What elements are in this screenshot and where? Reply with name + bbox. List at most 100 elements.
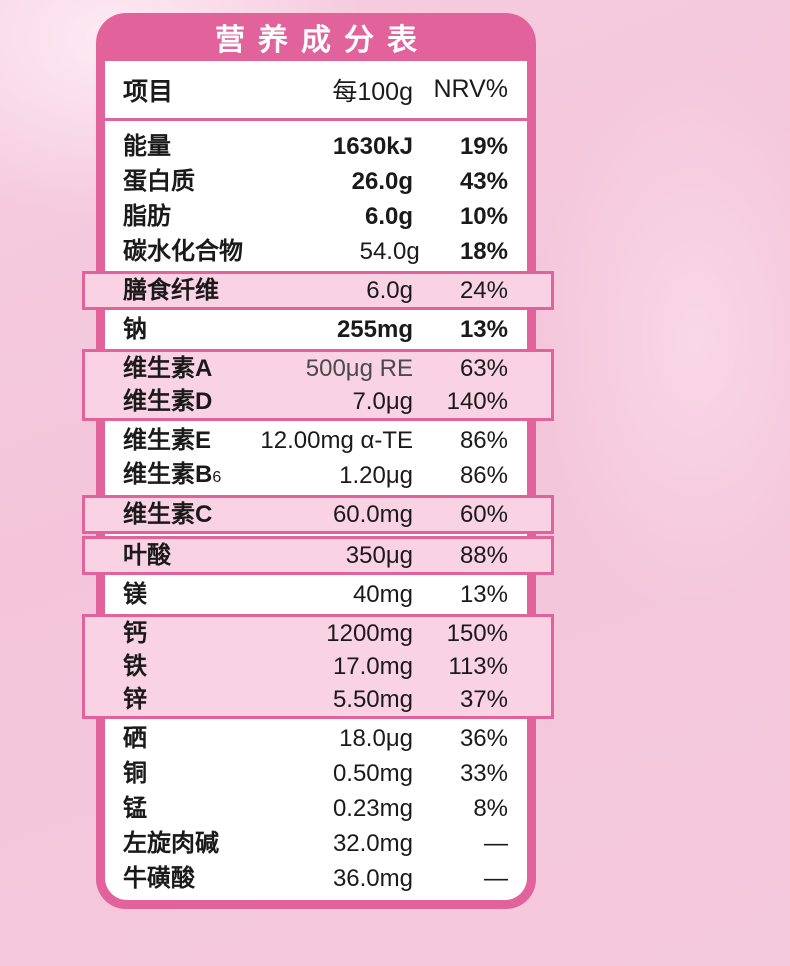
nutrient-name: 能量 (123, 133, 171, 160)
nutrient-name: 牛磺酸 (123, 865, 195, 892)
column-header-item: 项目 (123, 77, 174, 106)
nutrient-name: 维生素D (123, 388, 213, 415)
nutrient-nrv: 10% (459, 203, 508, 230)
table-row: 牛磺酸 36.0mg — (105, 861, 527, 896)
nutrient-amount: 1.20μg (339, 462, 413, 489)
nutrient-amount: 26.0g (351, 168, 413, 195)
table-row: 镁 40mg 13% (105, 577, 527, 612)
table-rows: 能量 1630kJ 19% 蛋白质 26.0g 43% 脂肪 6.0g 10% 碳水化合物 54.0… (82, 121, 554, 896)
nutrient-name: 铜 (123, 760, 147, 787)
nutrient-amount: 350μg (345, 542, 413, 569)
nutrient-amount: 7.0μg (352, 388, 413, 415)
table-row: 钙 1200mg 150% (85, 617, 551, 650)
nutrient-amount: 255mg (336, 316, 413, 343)
nutrient-nrv: 13% (459, 581, 508, 608)
nutrient-nrv: 24% (459, 277, 508, 304)
highlight-box: 钙 1200mg 150% 铁 17.0mg 113% 锌 5.50mg 37% (82, 614, 554, 719)
nutrient-amount: 12.00mg α-TE (260, 427, 413, 454)
nutrient-amount: 54.0g (359, 238, 420, 265)
nutrient-amount: 1200mg (326, 620, 413, 647)
header-separator-line (105, 118, 527, 121)
nutrient-nrv: 13% (459, 316, 508, 343)
nutrient-name: 锌 (123, 686, 147, 713)
nutrient-name-subscript: 6 (212, 468, 222, 486)
table-row: 维生素D 7.0μg 140% (85, 385, 551, 418)
nutrient-nrv: 8% (473, 795, 508, 822)
table-row: 膳食纤维 6.0g 24% (85, 274, 551, 307)
nutrient-nrv: 86% (459, 427, 508, 454)
nutrient-name: 脂肪 (123, 203, 171, 230)
nutrient-nrv: 140% (446, 388, 508, 415)
table-row: 脂肪 6.0g 10% (105, 199, 527, 234)
table-row: 叶酸 350μg 88% (85, 539, 551, 572)
nutrient-amount: 500μg RE (305, 355, 413, 382)
nutrient-amount: 36.0mg (332, 865, 413, 892)
nutrient-amount: 0.50mg (332, 760, 413, 787)
highlight-box: 维生素C 60.0mg 60% (82, 495, 554, 534)
table-row: 钠 255mg 13% (105, 312, 527, 347)
nutrient-amount: 5.50mg (332, 686, 413, 713)
nutrient-nrv: 150% (446, 620, 508, 647)
nutrient-name: 铁 (123, 653, 147, 680)
nutrient-nrv: 113% (448, 653, 508, 680)
nutrient-nrv: 33% (459, 760, 508, 787)
table-row: 碳水化合物 54.0g 18% (105, 234, 527, 269)
nutrient-nrv: — (484, 830, 508, 857)
nutrient-name: 膳食纤维 (123, 277, 219, 304)
nutrient-amount: 0.23mg (332, 795, 413, 822)
nutrient-amount: 32.0mg (332, 830, 413, 857)
nutrient-nrv: 60% (459, 501, 508, 528)
table-row: 维生素B6 1.20μg 86% (105, 458, 527, 493)
nutrient-nrv: 36% (459, 725, 508, 752)
nutrient-name: 维生素C (123, 501, 213, 528)
table-row: 硒 18.0μg 36% (105, 721, 527, 756)
nutrient-name: 叶酸 (123, 542, 171, 569)
table-row: 锰 0.23mg 8% (105, 791, 527, 826)
highlight-box: 叶酸 350μg 88% (82, 536, 554, 575)
column-header-nrv: NRV% (433, 75, 508, 103)
nutrient-nrv: 37% (459, 686, 508, 713)
highlight-box: 膳食纤维 6.0g 24% (82, 271, 554, 310)
nutrient-nrv: 86% (459, 462, 508, 489)
nutrient-name: 碳水化合物 (123, 238, 243, 265)
nutrient-name: 钙 (123, 620, 147, 647)
table-row: 能量 1630kJ 19% (105, 129, 527, 164)
nutrient-name: 钠 (123, 316, 147, 343)
nutrient-nrv: 18% (459, 238, 508, 265)
nutrient-name: 维生素B6 (123, 460, 222, 488)
nutrition-table-title: 营养成分表 (215, 24, 430, 57)
table-row: 铁 17.0mg 113% (85, 650, 551, 683)
nutrient-name: 蛋白质 (123, 168, 195, 195)
table-row: 维生素E 12.00mg α-TE 86% (105, 423, 527, 458)
nutrient-name: 锰 (123, 795, 147, 822)
nutrient-amount: 17.0mg (332, 653, 413, 680)
nutrient-nrv: 88% (459, 542, 508, 569)
table-row: 铜 0.50mg 33% (105, 756, 527, 791)
nutrition-table-body: 项目 每100g NRV% 能量 1630kJ 19% 蛋白质 26.0g 43% 脂肪 6.… (82, 61, 554, 900)
column-header-amount: 每100g (332, 77, 413, 106)
nutrient-name: 维生素E (123, 427, 212, 454)
nutrient-name: 左旋肉碱 (123, 830, 219, 857)
nutrient-amount: 6.0g (364, 203, 413, 230)
nutrient-name: 硒 (123, 725, 147, 752)
nutrient-amount: 6.0g (366, 277, 413, 304)
nutrient-amount: 40mg (352, 581, 413, 608)
nutrient-nrv: 19% (459, 133, 508, 160)
nutrient-amount: 18.0μg (339, 725, 413, 752)
table-row: 左旋肉碱 32.0mg — (105, 826, 527, 861)
nutrient-amount: 60.0mg (332, 501, 413, 528)
highlight-box: 维生素A 500μg RE 63% 维生素D 7.0μg 140% (82, 349, 554, 421)
nutrient-amount: 1630kJ (332, 133, 413, 160)
table-header-row: 项目 每100g NRV% (105, 61, 527, 118)
table-row: 锌 5.50mg 37% (85, 683, 551, 716)
nutrient-nrv: 63% (459, 355, 508, 382)
nutrient-nrv: — (484, 865, 508, 892)
nutrient-nrv: 43% (459, 168, 508, 195)
table-row: 维生素C 60.0mg 60% (85, 498, 551, 531)
table-row: 维生素A 500μg RE 63% (85, 352, 551, 385)
nutrient-name: 维生素A (123, 355, 213, 382)
nutrition-label-card: 营养成分表 项目 每100g NRV% 能量 1630kJ 19% 蛋白质 26.0g 4… (82, 13, 554, 909)
table-row: 蛋白质 26.0g 43% (105, 164, 527, 199)
nutrient-name: 镁 (123, 581, 147, 608)
